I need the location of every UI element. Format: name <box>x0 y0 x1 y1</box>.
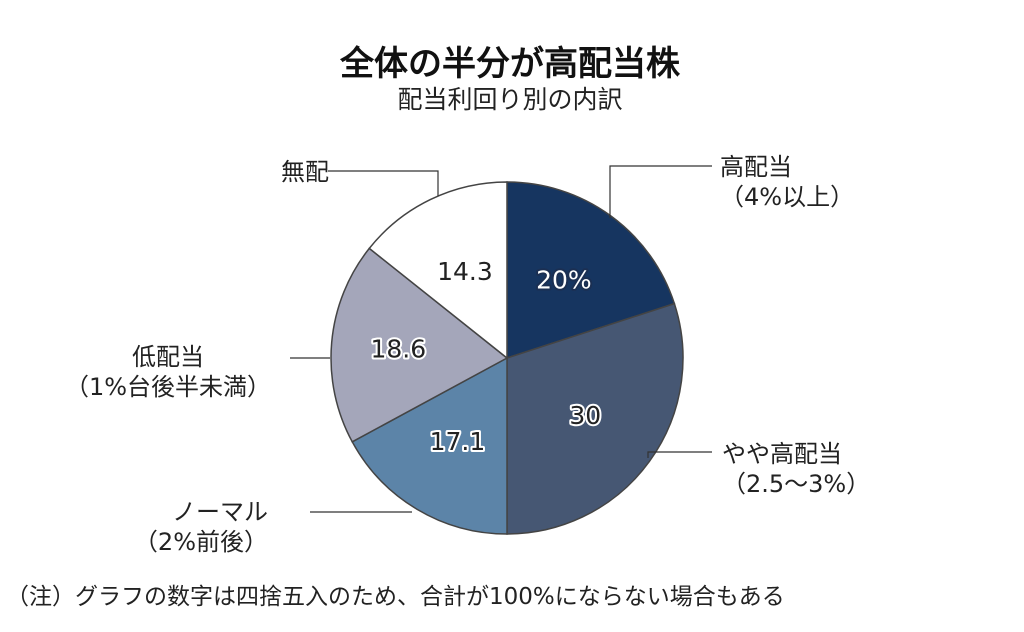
leader-line-4 <box>328 170 439 196</box>
slice-category-label-1: やや高配当（2.5～3%） <box>722 440 870 498</box>
slice-labels: 20% 高配当（4%以上） 30 やや高配当（2.5～3%） 17.1 ノーマル（2%前後… <box>65 153 870 556</box>
slice-category-line: 高配当 <box>720 153 792 181</box>
slice-category-line: （2%前後） <box>134 528 268 556</box>
slice-category-line: 低配当 <box>132 343 204 371</box>
pie-slice-4 <box>368 181 508 360</box>
slice-category-label-3: 低配当（1%台後半未満） <box>65 343 271 401</box>
slice-value-label-3: 18.6 <box>370 334 426 363</box>
slice-value-label-1: 30 <box>569 401 601 430</box>
chart-note: （注）グラフの数字は四捨五入のため、合計が100%にならない場合もある <box>6 584 785 610</box>
slice-value-label-2: 17.1 <box>430 427 486 456</box>
slice-category-line: 無配 <box>281 158 329 186</box>
pie-slice-3 <box>330 247 509 443</box>
chart-title: 全体の半分が高配当株 <box>339 44 681 84</box>
slice-category-label-0: 高配当（4%以上） <box>720 153 854 211</box>
slice-value-label-0: 20% <box>536 266 592 295</box>
slice-category-label-2: ノーマル（2%前後） <box>134 498 268 556</box>
slice-value-label-4: 14.3 <box>437 257 493 286</box>
pie-slice-1 <box>506 302 684 535</box>
leader-lines <box>290 165 712 513</box>
pie-slice-2 <box>351 356 508 535</box>
slice-category-line: やや高配当 <box>722 440 842 468</box>
slice-category-line: ノーマル <box>172 498 268 526</box>
slice-category-line: （4%以上） <box>720 183 854 211</box>
slice-category-label-4: 無配 <box>281 158 329 186</box>
leader-line-0 <box>609 165 712 218</box>
slice-category-line: （1%台後半未満） <box>65 373 271 401</box>
chart-subtitle: 配当利回り別の内訳 <box>397 85 622 114</box>
slice-category-line: （2.5～3%） <box>722 470 870 498</box>
slices-layer <box>330 181 684 535</box>
leader-line-1 <box>647 451 712 458</box>
